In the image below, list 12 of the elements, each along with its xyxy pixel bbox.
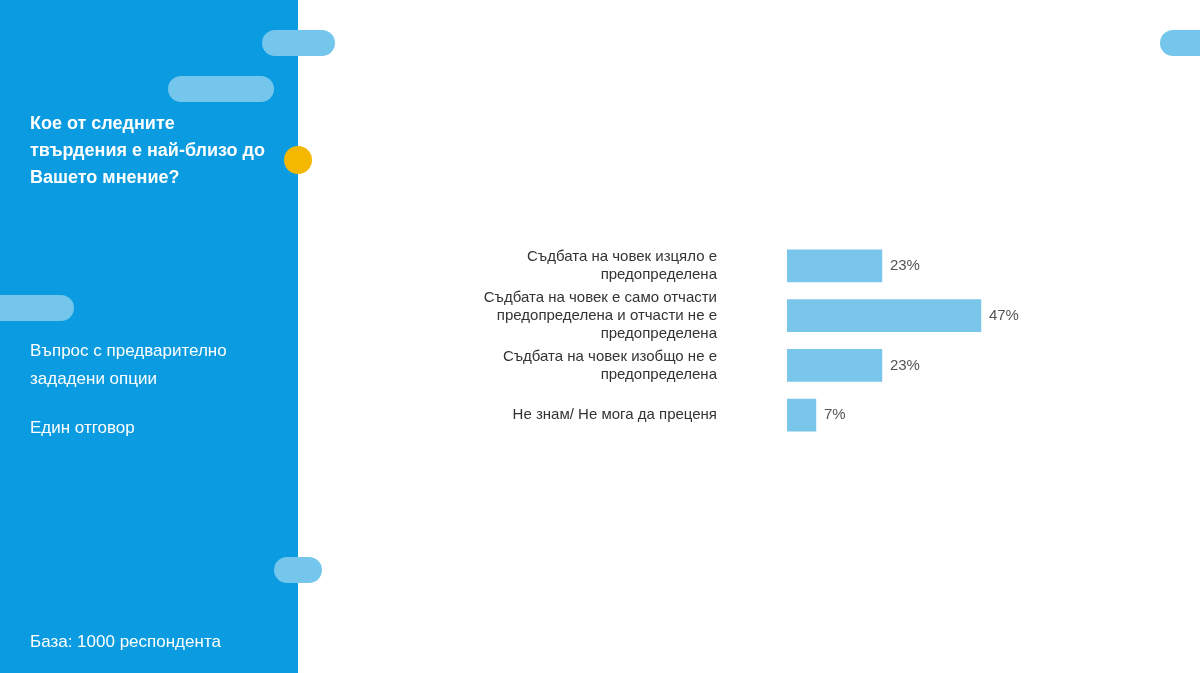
y-tick-label: Не знам/ Не мога да преценя bbox=[512, 405, 717, 423]
text: Кое от следните твърдения е най-близо до Вашето мнение? bbox=[30, 112, 267, 189]
data-label: 47% bbox=[988, 305, 1019, 323]
data-label: 23% bbox=[889, 355, 920, 373]
y-tick-label: Съдбата на човек е само отчасти предопределена и отчасти не е предопределена bbox=[483, 287, 718, 341]
y-tick-label: Съдбата на човек изцяло е предопределена bbox=[527, 247, 718, 283]
text: База: 1000 респондента bbox=[30, 632, 221, 652]
data-label: 7% bbox=[823, 405, 846, 423]
text: Въпрос с предварително зададени опции bbox=[30, 340, 228, 390]
data-label: 23% bbox=[889, 256, 920, 274]
text: Един отговор bbox=[30, 418, 135, 438]
y-tick-label: Съдбата на човек изобщо не е предопределена bbox=[502, 346, 718, 382]
